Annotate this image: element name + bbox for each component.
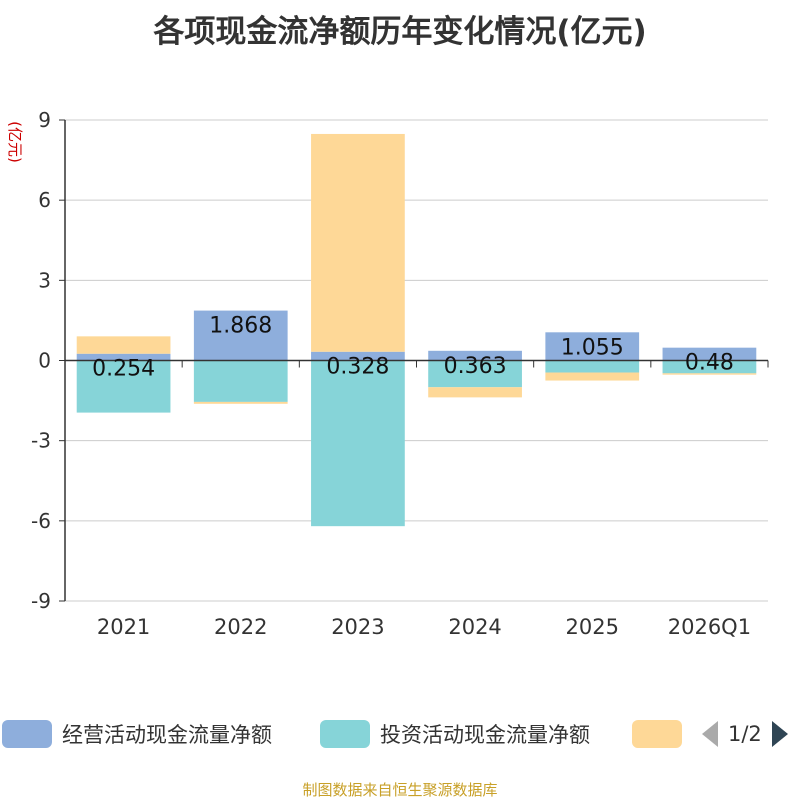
legend-item-operating[interactable]: 经营活动现金流量净额 [2, 716, 272, 752]
bar-series-0-2024[interactable] [428, 350, 522, 361]
bar-series-1-2022[interactable] [193, 360, 288, 402]
y-tick-label: 0 [38, 349, 51, 373]
triangle-left-icon[interactable] [700, 719, 720, 749]
chart-title: 各项现金流净额历年变化情况(亿元) [153, 14, 647, 50]
legend-pager: 1/2 [700, 716, 790, 752]
bar-series-0-2021[interactable] [76, 353, 171, 361]
x-tick-label: 2021 [97, 615, 150, 639]
source-note: 制图数据来自恒生聚源数据库 [302, 781, 498, 799]
y-tick-label: -9 [31, 589, 51, 613]
y-tick-label: 6 [38, 188, 51, 212]
bar-series-1-2024[interactable] [428, 360, 522, 388]
bar-series-2-2023[interactable] [311, 133, 405, 352]
legend-item-investing[interactable]: 投资活动现金流量净额 [320, 716, 590, 752]
bar-series-1-2026Q1[interactable] [662, 360, 757, 374]
legend-label-operating: 经营活动现金流量净额 [62, 723, 272, 747]
y-tick-label: 9 [38, 108, 51, 132]
legend-swatch-financing [632, 720, 682, 748]
bar-series-2-2021[interactable] [76, 336, 171, 354]
bars [76, 133, 757, 527]
y-tick-label: 3 [38, 268, 51, 292]
x-tick-label: 2025 [566, 615, 619, 639]
y-axis-label: (亿元) [6, 121, 24, 163]
bar-series-2-2022[interactable] [193, 401, 288, 404]
legend-item-financing[interactable] [632, 716, 682, 752]
bar-series-2-2025[interactable] [545, 372, 640, 381]
bar-series-1-2023[interactable] [311, 360, 405, 527]
legend-swatch-operating [2, 720, 52, 748]
legend-label-investing: 投资活动现金流量净额 [380, 723, 590, 747]
legend-swatch-investing [320, 720, 370, 748]
x-tick-label: 2022 [214, 615, 267, 639]
bar-series-0-2025[interactable] [545, 332, 640, 361]
bar-series-0-2023[interactable] [311, 351, 405, 361]
data-label-2021: 0.254 [92, 357, 155, 382]
data-label-2026Q1: 0.48 [685, 351, 734, 376]
legend: 经营活动现金流量净额 投资活动现金流量净额 [0, 716, 800, 752]
data-label-2023: 0.328 [326, 355, 389, 380]
x-tick-label: 2024 [448, 615, 501, 639]
bar-series-2-2026Q1[interactable] [662, 373, 757, 375]
grid-lines [65, 119, 768, 602]
y-tick-label: -6 [31, 509, 51, 533]
bar-chart: -9 -6 -3 0 3 6 9 2021 2022 2023 2024 2025 2026Q1 0.2… [6, 108, 769, 639]
data-label-2024: 0.363 [444, 354, 507, 379]
data-label-2022: 1.868 [209, 314, 272, 339]
bar-series-1-2025[interactable] [545, 360, 640, 373]
y-tick-label: -3 [31, 429, 51, 453]
pager-text: 1/2 [728, 722, 762, 746]
bar-series-0-2026Q1[interactable] [662, 347, 757, 361]
bar-series-0-2022[interactable] [193, 310, 288, 361]
bar-series-1-2021[interactable] [76, 360, 171, 413]
triangle-right-icon[interactable] [770, 719, 790, 749]
x-tick-label: 2026Q1 [668, 615, 751, 639]
bar-series-2-2024[interactable] [428, 387, 522, 398]
data-label-2025: 1.055 [561, 335, 624, 360]
x-tick-label: 2023 [331, 615, 384, 639]
axes: -9 -6 -3 0 3 6 9 2021 2022 2023 2024 2025 2026Q1 [31, 108, 769, 639]
data-labels: 0.254 1.868 0.328 0.363 1.055 0.48 [92, 314, 734, 382]
